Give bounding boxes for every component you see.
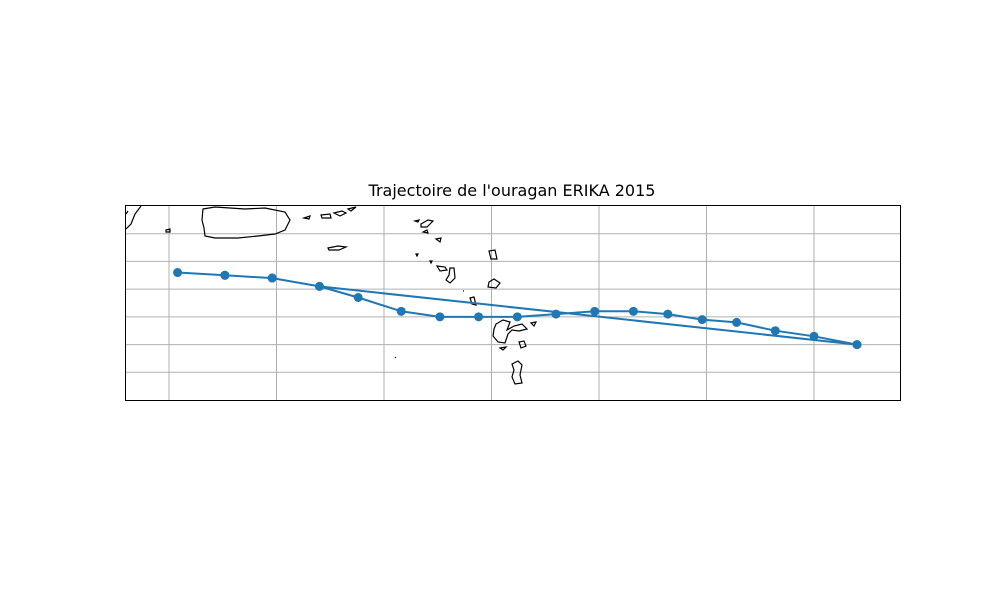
track-points	[173, 268, 862, 350]
track-point	[512, 312, 522, 322]
track-point	[809, 331, 819, 341]
coastline-aves	[394, 356, 397, 359]
coastline-st-kitts	[415, 253, 433, 265]
coastline-st-croix	[327, 245, 349, 251]
map-frame	[125, 205, 901, 401]
track-point	[551, 309, 561, 319]
track-point	[663, 309, 673, 319]
coastline-puerto-rico	[201, 206, 291, 239]
track-point	[353, 292, 363, 302]
chart-title: Trajectoire de l'ouragan ERIKA 2015	[368, 181, 656, 200]
track-point	[267, 273, 277, 283]
coastline-antigua	[488, 249, 498, 260]
track-point	[697, 315, 707, 325]
coastline-nevis	[435, 265, 456, 284]
track-point	[590, 306, 600, 316]
track-point	[628, 306, 638, 316]
coastline-anguilla	[412, 219, 435, 228]
coastline-martinique	[511, 360, 523, 385]
track-point	[220, 270, 230, 280]
track-line	[177, 271, 858, 346]
coastline-islet	[165, 228, 171, 233]
hurricane-track	[173, 268, 862, 350]
track-point	[852, 340, 862, 350]
coastline-st-barts	[421, 229, 429, 234]
map-gridlines	[126, 206, 900, 400]
coastline-guadeloupe	[487, 278, 501, 289]
track-point	[315, 281, 324, 291]
track-point	[474, 312, 484, 322]
coastline-marie-galante	[518, 321, 538, 349]
coastline-les-saintes	[498, 346, 508, 351]
coastline-virgin-islands	[301, 206, 357, 220]
track-point	[435, 312, 445, 322]
coastline-dominica	[492, 319, 529, 344]
coastline-hispaniola	[125, 205, 142, 230]
coastlines	[125, 205, 538, 385]
track-point	[732, 317, 742, 327]
track-point	[770, 326, 780, 336]
track-point	[173, 268, 183, 278]
track-point	[396, 306, 406, 316]
coastline-saba	[434, 237, 442, 244]
